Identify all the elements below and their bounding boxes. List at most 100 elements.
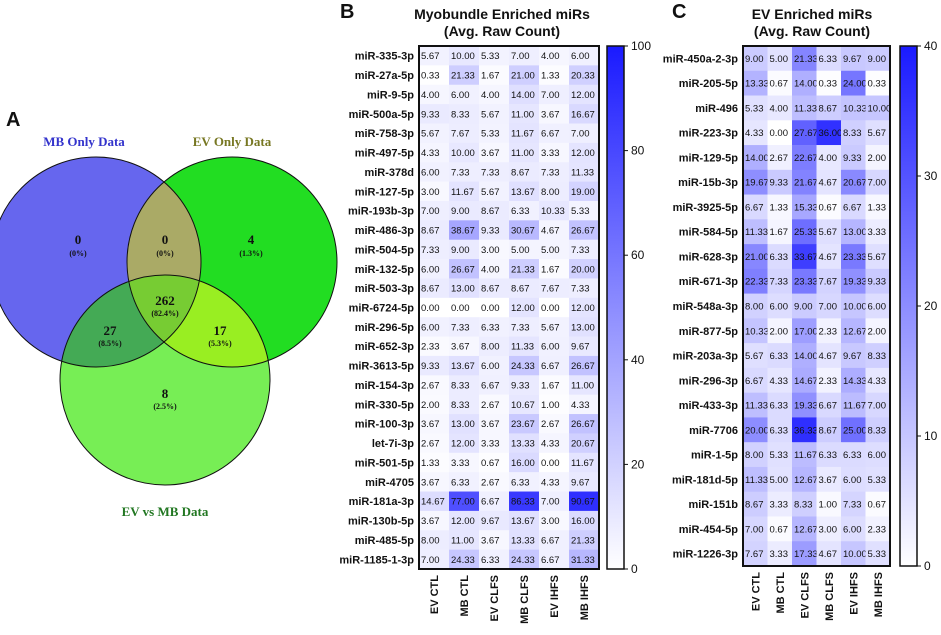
heatmap-b-col-label: EV CTL xyxy=(429,575,441,614)
heatmap-b-cell-value: 10.67 xyxy=(511,400,535,411)
venn-count-mb-only: 0 xyxy=(75,232,82,247)
heatmap-c-cell xyxy=(841,145,866,171)
heatmap-c-cell xyxy=(792,516,817,542)
heatmap-b-cell xyxy=(449,452,480,473)
heatmap-b-cell xyxy=(449,491,480,512)
heatmap-c-cell-value: 23.33 xyxy=(794,277,818,288)
heatmap-c-cell xyxy=(816,95,842,121)
heatmap-b-cell xyxy=(419,433,450,454)
heatmap-b-cell-value: 0.00 xyxy=(421,303,440,314)
heatmap-b-cell xyxy=(539,220,570,241)
heatmap-b-col-label: MB CTL xyxy=(459,575,471,617)
heatmap-c-cell xyxy=(816,466,842,493)
heatmap-b-cell-value: 13.67 xyxy=(451,361,475,372)
heatmap-c-cell-value: 12.67 xyxy=(843,326,867,337)
venn-region-mb-evmb xyxy=(60,275,201,367)
heatmap-c-cell xyxy=(841,120,866,146)
heatmap-b-cell xyxy=(539,162,570,182)
heatmap-c-cell xyxy=(841,268,866,294)
heatmap-c-cell-value: 11.33 xyxy=(745,227,768,238)
venn-count-evmb-only: 8 xyxy=(162,386,169,401)
heatmap-b-row-label: miR-130b-5p xyxy=(348,516,414,528)
heatmap-b-cell-value: 7.33 xyxy=(541,167,560,178)
heatmap-c-cell-value: 9.33 xyxy=(868,277,887,288)
heatmap-c-cell xyxy=(841,46,866,72)
heatmap-c-row-label: miR-1226-3p xyxy=(673,549,739,561)
heatmap-b-cell-value: 6.00 xyxy=(481,361,500,372)
heatmap-c-col-label: EV IHFS xyxy=(848,572,860,615)
heatmap-b-row-label: miR-378d xyxy=(364,167,414,179)
heatmap-c-row-label: miR-454-5p xyxy=(679,524,739,536)
heatmap-b-cell xyxy=(449,278,480,299)
heatmap-b-cell-value: 8.33 xyxy=(451,109,470,120)
heatmap-b-cell xyxy=(539,336,570,357)
heatmap-b-cell xyxy=(539,549,570,570)
heatmap-c-cell xyxy=(792,491,817,517)
heatmap-b-row-label: miR-652-3p xyxy=(355,341,415,353)
heatmap-b-cell-value: 1.00 xyxy=(541,400,560,411)
heatmap-b-cell-value: 26.67 xyxy=(571,226,595,237)
heatmap-c-cell-value: 3.67 xyxy=(819,475,838,486)
heatmap-b-cell xyxy=(569,491,600,512)
heatmap-b-cell-value: 6.00 xyxy=(421,322,440,333)
heatmap-b-cell xyxy=(479,297,510,318)
heatmap-c-cell-value: 17.00 xyxy=(794,326,818,337)
heatmap-b-cell xyxy=(539,452,570,473)
heatmap-c-cell-value: 7.33 xyxy=(843,500,862,511)
heatmap-c: miR-450a-2-3p 9.00 5.00 21.33 6.33 9.67 9.00mi… xyxy=(663,39,938,621)
heatmap-c-cell xyxy=(816,244,842,270)
heatmap-b-cell xyxy=(509,142,540,163)
heatmap-b-cell-value: 11.00 xyxy=(571,380,594,391)
heatmap-c-cell xyxy=(816,120,842,146)
heatmap-b-cell-value: 3.33 xyxy=(541,148,560,159)
heatmap-b-cell-value: 11.00 xyxy=(451,535,474,546)
heatmap-b-cell-value: 12.00 xyxy=(571,303,595,314)
heatmap-c-cell-value: 1.33 xyxy=(770,202,789,213)
heatmap-c-cell xyxy=(767,417,793,443)
heatmap-b-cell xyxy=(539,278,570,299)
heatmap-b-cell-value: 9.33 xyxy=(511,380,530,391)
heatmap-c-cell-value: 0.67 xyxy=(868,500,887,511)
heatmap-b-cell xyxy=(419,181,450,202)
heatmap-b-cell xyxy=(449,530,480,550)
heatmap-b-cell-value: 0.00 xyxy=(541,458,560,469)
heatmap-b-row-label: miR-3613-5p xyxy=(349,361,415,373)
heatmap-b-cell xyxy=(539,317,570,337)
heatmap-c-cell xyxy=(767,219,793,245)
heatmap-c-col-label: MB CLFS xyxy=(824,572,836,621)
heatmap-c-cell-value: 6.67 xyxy=(745,202,764,213)
heatmap-b-cell xyxy=(509,510,540,531)
heatmap-b-cell-value: 24.33 xyxy=(511,555,535,566)
heatmap-b-cell xyxy=(479,317,510,337)
heatmap-c-cell-value: 10.00 xyxy=(843,549,867,560)
heatmap-b-cell-value: 8.33 xyxy=(451,380,470,391)
heatmap-b-cell xyxy=(419,142,450,163)
heatmap-b-cell-value: 11.00 xyxy=(511,148,534,159)
heatmap-c-cell xyxy=(767,95,793,121)
heatmap-b-cell-value: 3.67 xyxy=(421,477,440,488)
heatmap-b-cell-value: 1.67 xyxy=(541,264,560,275)
heatmap-b-cell xyxy=(569,394,600,415)
heatmap-b-cell xyxy=(449,123,480,144)
heatmap-b-cell-value: 4.00 xyxy=(481,264,500,275)
heatmap-b-cell xyxy=(419,200,450,221)
heatmap-c-cell-value: 5.00 xyxy=(770,475,789,486)
heatmap-c-cell xyxy=(743,367,768,393)
heatmap-b-cell-value: 3.67 xyxy=(541,109,560,120)
heatmap-b-cell-value: 6.67 xyxy=(541,129,560,140)
heatmap-b-cell xyxy=(539,414,570,434)
heatmap-c-col-label: MB CTL xyxy=(775,572,787,614)
heatmap-b-cell xyxy=(419,414,450,434)
heatmap-b-cell-value: 9.00 xyxy=(451,245,470,256)
heatmap-c-cell-value: 7.00 xyxy=(745,524,764,535)
heatmap-c-cell xyxy=(792,343,817,369)
heatmap-c-cell xyxy=(865,268,891,294)
heatmap-c-cell xyxy=(865,516,891,542)
heatmap-b-cell-value: 2.67 xyxy=(421,380,440,391)
heatmap-c-cell xyxy=(816,343,842,369)
heatmap-c-cell-value: 4.00 xyxy=(819,153,838,164)
heatmap-b-cell-value: 3.00 xyxy=(541,516,560,527)
heatmap-c-cell-value: 12.67 xyxy=(794,475,818,486)
heatmap-title-b: Myobundle Enriched miRs xyxy=(414,6,590,22)
heatmap-c-cell-value: 2.00 xyxy=(868,326,887,337)
